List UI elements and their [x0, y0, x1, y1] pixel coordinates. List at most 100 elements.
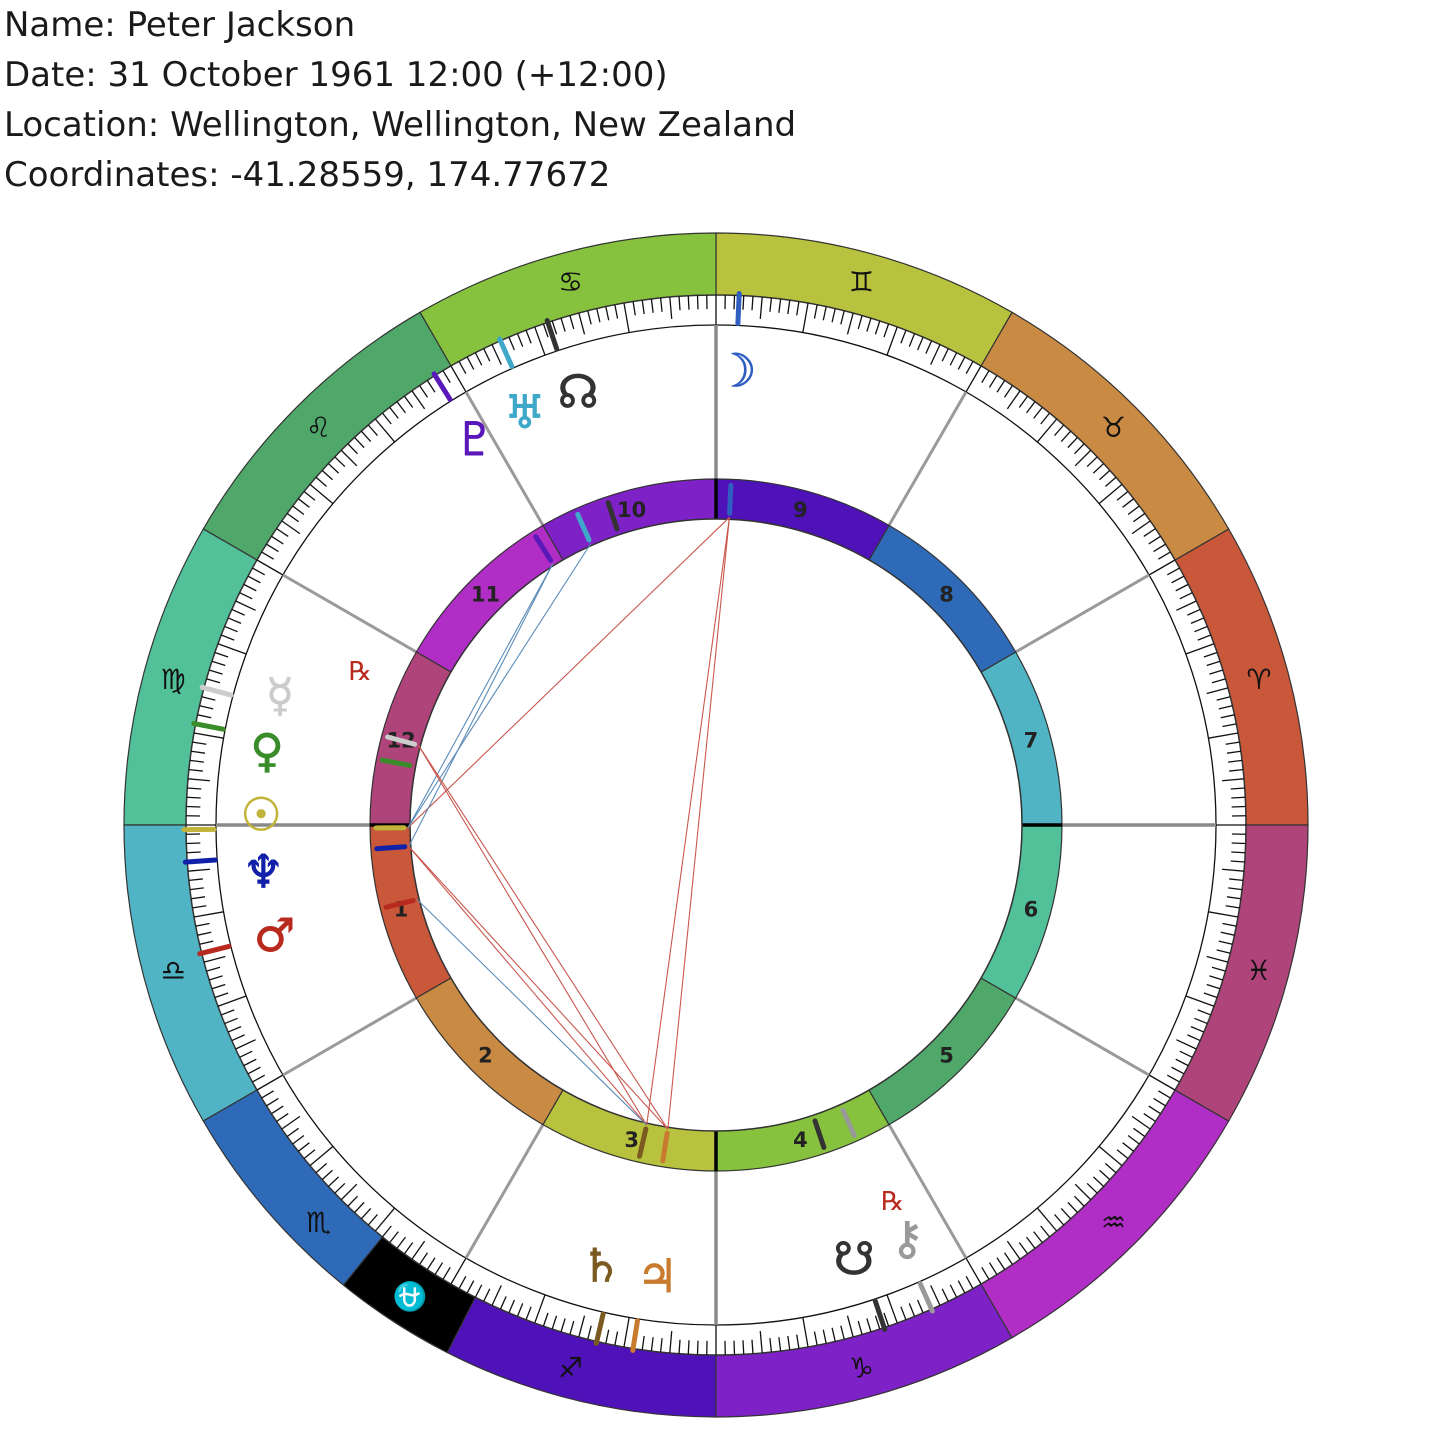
- chiron-icon: ⚷: [890, 1211, 924, 1265]
- degree-tick: [1092, 1176, 1105, 1187]
- degree-tick: [1086, 456, 1098, 468]
- degree-tick: [1206, 660, 1221, 667]
- degree-tick: [840, 1325, 845, 1340]
- degree-tick: [650, 298, 654, 313]
- capricorn-sign-icon: ♑: [849, 1351, 874, 1384]
- degree-tick: [941, 348, 949, 362]
- degree-tick: [426, 1257, 436, 1270]
- jupiter-outer-marker: [630, 1318, 640, 1353]
- jupiter-icon: ♃: [637, 1249, 678, 1303]
- aquarius-sign-icon: ♒: [1101, 1206, 1126, 1239]
- degree-tick: [831, 1327, 836, 1342]
- degree-tick: [687, 1340, 690, 1355]
- north-node-outer-marker: [544, 317, 560, 352]
- degree-tick: [466, 1280, 475, 1294]
- degree-tick: [542, 1312, 549, 1327]
- neptune-outer-marker: [182, 857, 218, 865]
- degree-tick: [1143, 1113, 1156, 1122]
- degree-tick: [389, 406, 399, 419]
- degree-tick: [347, 443, 359, 455]
- degree-tick: [1222, 778, 1245, 782]
- degree-tick: [886, 1294, 898, 1324]
- degree-tick: [458, 361, 467, 375]
- degree-tick: [917, 336, 924, 351]
- degree-tick: [1228, 759, 1243, 763]
- degree-tick: [846, 312, 854, 335]
- degree-tick: [360, 430, 372, 442]
- degree-tick: [605, 1329, 610, 1344]
- degree-tick: [1006, 390, 1021, 410]
- degree-tick: [276, 528, 289, 537]
- house-number-4: 4: [793, 1128, 808, 1152]
- degree-tick: [315, 1163, 327, 1174]
- degree-tick: [340, 1183, 358, 1201]
- degree-tick: [949, 1284, 958, 1298]
- degree-tick: [759, 1331, 763, 1354]
- house-cusp-line: [1014, 996, 1150, 1077]
- degree-tick: [988, 375, 998, 388]
- degree-tick: [309, 1145, 334, 1167]
- degree-tick: [623, 1317, 630, 1348]
- degree-tick: [1208, 911, 1239, 918]
- degree-tick: [327, 1176, 340, 1187]
- mars-icon: ♂: [254, 908, 295, 962]
- degree-tick: [687, 295, 690, 310]
- degree-tick: [883, 323, 890, 338]
- degree-tick: [192, 741, 207, 745]
- degree-tick: [874, 320, 881, 335]
- degree-tick: [411, 1240, 426, 1260]
- degree-tick: [1216, 696, 1231, 701]
- degree-tick: [243, 583, 257, 592]
- sun-icon: ☉: [241, 787, 282, 841]
- leo-sign-icon: ♌: [306, 411, 331, 444]
- degree-tick: [1206, 687, 1229, 695]
- degree-tick: [949, 352, 958, 366]
- house-cusp-line: [282, 573, 418, 654]
- aspect-line: [408, 563, 554, 847]
- degree-tick: [1157, 1090, 1171, 1099]
- pluto-outer-marker: [431, 371, 453, 402]
- degree-tick: [1166, 1074, 1180, 1083]
- degree-tick: [1074, 1183, 1092, 1201]
- degree-tick: [965, 1257, 982, 1285]
- degree-tick: [483, 348, 491, 362]
- degree-tick: [281, 1115, 301, 1130]
- degree-tick: [266, 543, 279, 553]
- degree-tick: [813, 1331, 818, 1346]
- degree-tick: [1148, 559, 1176, 576]
- degree-tick: [235, 1039, 256, 1050]
- degree-tick: [1073, 443, 1085, 455]
- house-number-7: 7: [1024, 729, 1039, 753]
- degree-tick: [1187, 608, 1201, 616]
- degree-tick: [1231, 796, 1246, 799]
- degree-tick: [1230, 860, 1245, 863]
- house-number-2: 2: [478, 1044, 493, 1068]
- degree-tick: [340, 449, 358, 467]
- degree-tick: [206, 678, 221, 684]
- degree-tick: [569, 315, 575, 330]
- degree-tick: [224, 625, 238, 633]
- degree-tick: [1185, 643, 1215, 655]
- house-number-6: 6: [1024, 897, 1039, 921]
- degree-tick: [247, 575, 261, 584]
- degree-tick: [759, 296, 763, 319]
- planet-markers: [181, 291, 935, 1353]
- degree-tick: [450, 365, 467, 393]
- degree-tick: [1153, 543, 1166, 553]
- degree-tick: [1122, 1142, 1135, 1152]
- degree-tick: [381, 412, 392, 425]
- degree-tick: [1176, 600, 1197, 611]
- degree-tick: [499, 1296, 507, 1310]
- degree-tick: [211, 983, 226, 990]
- degree-tick: [883, 1312, 890, 1327]
- degree-tick: [1194, 625, 1208, 633]
- south-node-icon: ☋: [834, 1232, 875, 1286]
- degree-tick: [243, 1058, 257, 1067]
- degree-tick: [1190, 617, 1205, 624]
- degree-tick: [605, 306, 610, 321]
- moon-inner-marker: [727, 482, 734, 516]
- degree-tick: [822, 1329, 827, 1344]
- degree-tick: [560, 317, 566, 332]
- degree-tick: [214, 992, 229, 999]
